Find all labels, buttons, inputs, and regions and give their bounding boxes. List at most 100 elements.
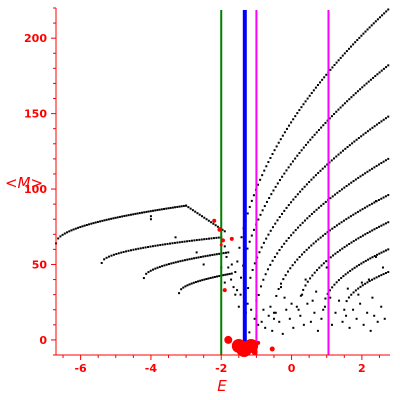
data-point xyxy=(267,233,270,236)
data-point xyxy=(228,272,231,275)
data-point xyxy=(212,222,215,225)
data-point xyxy=(297,308,300,311)
data-point xyxy=(184,285,187,288)
data-point xyxy=(274,222,277,225)
data-point xyxy=(336,191,339,194)
data-point xyxy=(195,256,198,259)
data-point xyxy=(216,225,219,228)
data-point xyxy=(145,210,148,213)
data-point xyxy=(218,252,221,255)
data-point xyxy=(308,94,311,97)
data-point xyxy=(122,250,125,253)
data-point xyxy=(230,272,233,275)
data-point xyxy=(368,280,371,283)
y-tick-label: 200 xyxy=(24,32,47,45)
data-point xyxy=(334,252,337,255)
y-tick-label: 50 xyxy=(32,258,48,271)
data-point xyxy=(269,229,272,232)
data-point xyxy=(260,285,263,288)
data-point xyxy=(296,112,299,115)
data-point xyxy=(100,261,103,264)
highlight-point xyxy=(256,340,261,345)
data-point xyxy=(250,308,253,311)
data-point xyxy=(345,300,348,303)
data-point xyxy=(194,281,197,284)
data-point xyxy=(253,262,256,265)
data-point xyxy=(178,241,181,244)
data-point xyxy=(136,212,139,215)
data-point xyxy=(68,230,71,233)
data-point xyxy=(237,305,240,308)
data-point xyxy=(361,284,364,287)
data-point xyxy=(158,265,161,268)
data-point xyxy=(377,275,380,278)
data-point xyxy=(288,124,291,127)
data-point xyxy=(300,149,303,152)
data-point xyxy=(319,81,322,84)
data-point xyxy=(332,254,335,257)
data-point xyxy=(333,112,336,115)
data-point xyxy=(280,286,283,289)
data-point xyxy=(337,59,340,62)
data-point xyxy=(151,245,154,248)
data-point xyxy=(303,251,306,254)
data-point xyxy=(285,169,288,172)
data-point xyxy=(333,64,336,66)
data-point xyxy=(294,229,297,232)
data-point xyxy=(287,237,290,240)
data-point xyxy=(272,317,275,320)
data-point xyxy=(362,261,365,264)
data-point xyxy=(171,206,174,209)
data-point xyxy=(267,314,270,317)
data-point xyxy=(295,305,298,308)
data-point xyxy=(211,276,214,279)
data-point xyxy=(90,222,93,225)
data-point xyxy=(285,308,288,311)
data-point xyxy=(166,242,169,245)
data-point xyxy=(343,52,346,55)
data-point xyxy=(179,260,182,263)
data-point xyxy=(154,267,157,270)
data-point xyxy=(213,253,216,256)
data-point xyxy=(261,174,264,177)
data-point xyxy=(378,121,381,124)
data-point xyxy=(357,237,360,240)
data-point xyxy=(333,283,336,286)
x-tick-label: 2 xyxy=(358,362,366,375)
data-point xyxy=(359,235,362,238)
data-point xyxy=(147,210,150,213)
data-point xyxy=(253,317,256,320)
data-point xyxy=(304,100,307,103)
data-point xyxy=(314,86,317,89)
data-point xyxy=(334,193,337,196)
data-point xyxy=(367,258,370,261)
data-point xyxy=(115,252,118,255)
data-point xyxy=(346,146,349,148)
data-point xyxy=(292,118,295,121)
data-point xyxy=(369,128,372,131)
data-point xyxy=(117,252,120,255)
data-point xyxy=(248,240,251,243)
data-point xyxy=(372,22,375,25)
data-point xyxy=(88,223,91,226)
data-point xyxy=(246,247,249,250)
data-point xyxy=(210,237,213,240)
data-point xyxy=(79,226,82,229)
data-point xyxy=(164,243,167,246)
data-point xyxy=(306,97,309,100)
data-point xyxy=(152,209,155,212)
data-point xyxy=(163,207,166,210)
data-point xyxy=(308,215,311,218)
data-point xyxy=(290,234,293,237)
data-point xyxy=(101,219,104,222)
data-point xyxy=(170,262,173,265)
data-point xyxy=(377,198,380,201)
data-point xyxy=(249,276,252,279)
data-point xyxy=(174,206,177,209)
data-point xyxy=(230,278,233,281)
data-point xyxy=(265,200,268,203)
data-point xyxy=(213,275,216,278)
data-point xyxy=(337,279,340,282)
data-point xyxy=(343,102,346,105)
data-point xyxy=(317,128,320,131)
